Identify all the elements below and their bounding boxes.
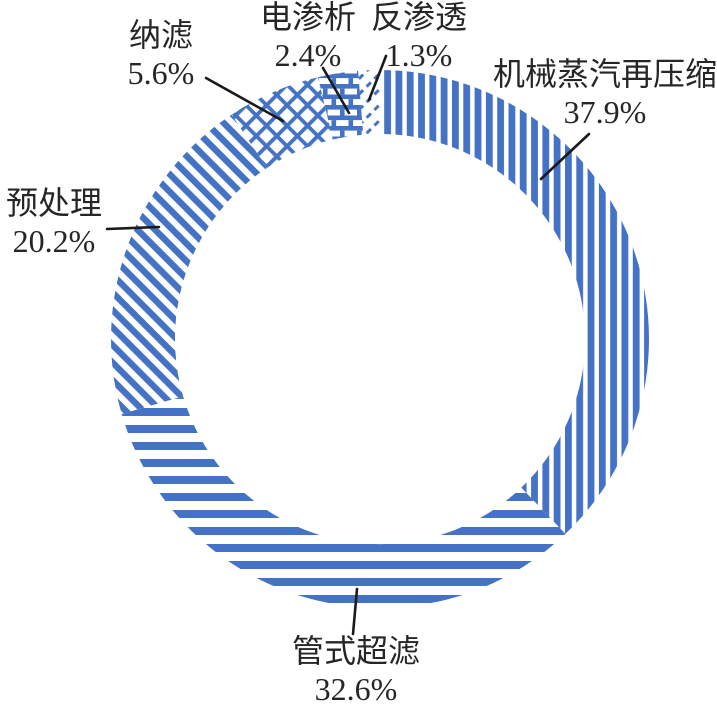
leader-line-tubular-ultrafiltration	[351, 587, 359, 636]
segment-electrodialysis	[318, 70, 364, 140]
leader-line-nanofiltration	[204, 76, 285, 123]
segment-name: 管式超滤	[291, 633, 421, 669]
segment-mvr	[380, 70, 649, 534]
segment-name: 机械蒸汽再压缩	[492, 56, 717, 92]
segment-name: 纳滤	[128, 17, 193, 53]
segment-nanofiltration	[231, 77, 333, 168]
label-mvr: 机械蒸汽再压缩 37.9%	[493, 55, 717, 131]
segment-percent: 32.6%	[314, 671, 398, 705]
label-electrodialysis: 电渗析 2.4%	[260, 0, 356, 74]
label-reverse-osmosis: 反渗透 1.3%	[371, 0, 467, 74]
segment-name: 电渗析	[259, 0, 357, 35]
leader-line-mvr	[539, 132, 591, 181]
leader-line-electrodialysis	[321, 66, 351, 115]
segment-percent: 20.2%	[12, 223, 96, 259]
segments-group	[111, 70, 649, 608]
label-pretreatment: 预处理 20.2%	[6, 184, 102, 260]
label-nanofiltration: 纳滤 5.6%	[128, 16, 195, 92]
segment-name: 反渗透	[370, 0, 468, 35]
leader-line-reverse-osmosis	[367, 54, 388, 102]
leader-line-pretreatment	[105, 225, 161, 231]
leader-lines	[105, 54, 591, 636]
segment-name: 预处理	[5, 185, 103, 221]
label-tubular-ultrafiltration: 管式超滤 32.6%	[292, 632, 420, 705]
segment-pretreatment	[111, 114, 267, 414]
segment-percent: 5.6%	[127, 55, 195, 91]
segment-percent: 37.9%	[563, 94, 647, 130]
segment-tubular-ultrafiltration	[121, 396, 566, 608]
segment-percent: 1.3%	[385, 37, 453, 73]
segment-percent: 2.4%	[274, 37, 342, 73]
